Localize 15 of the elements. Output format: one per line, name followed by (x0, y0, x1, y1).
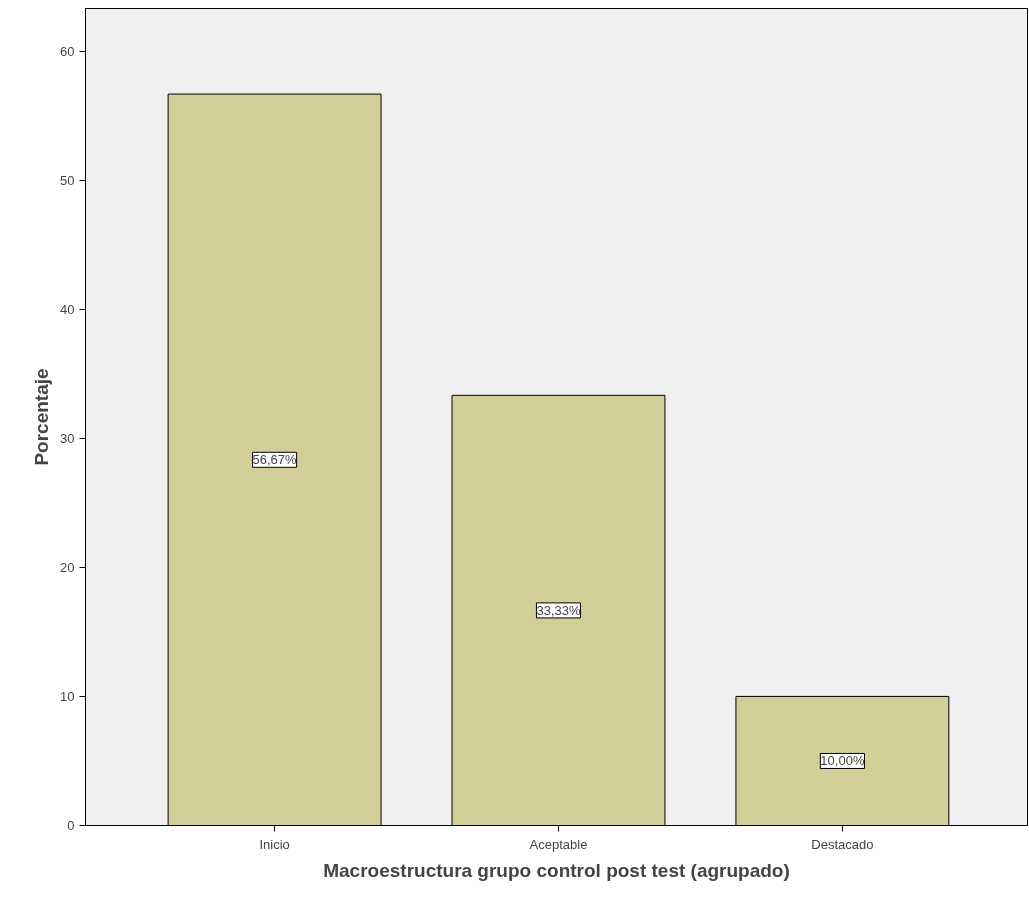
y-tick-label: 40 (60, 301, 75, 317)
data-label: 33,33% (536, 602, 581, 618)
x-tick-label: Aceptable (529, 836, 588, 852)
y-tick-label: 50 (60, 172, 75, 188)
y-tick-label: 60 (60, 43, 75, 59)
x-axis-title: Macroestructura grupo control post test (agrupado) (323, 859, 790, 881)
x-tick-label: Inicio (259, 836, 290, 852)
y-tick-label: 10 (60, 688, 75, 704)
y-axis-title: Porcentaje (31, 368, 53, 466)
y-tick-label: 30 (60, 430, 75, 446)
data-label: 10,00% (820, 753, 865, 769)
y-tick-label: 20 (60, 559, 75, 575)
data-label: 56,67% (252, 452, 298, 468)
x-tick-label: Destacado (811, 836, 874, 852)
y-tick-label: 0 (67, 818, 75, 833)
